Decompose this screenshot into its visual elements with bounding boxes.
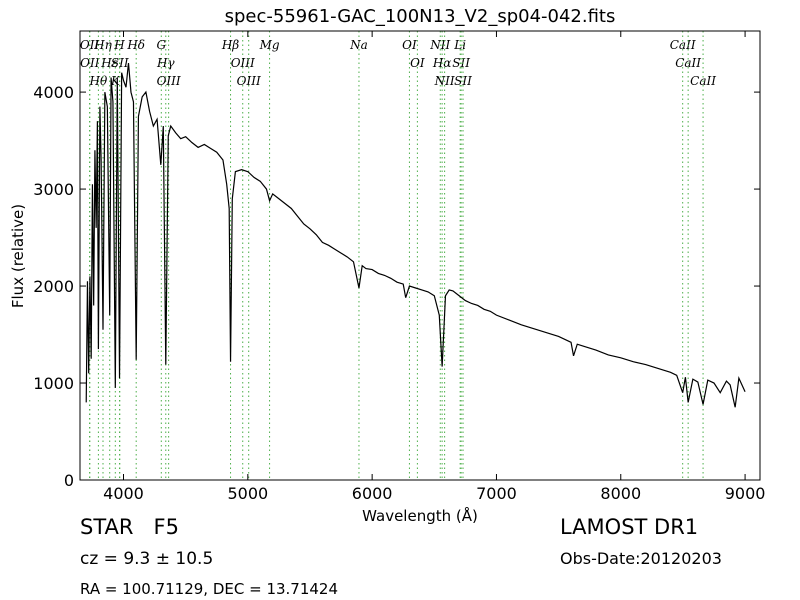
spectral-line-label: SII — [111, 56, 129, 70]
spectral-line-label: NII — [434, 74, 455, 88]
annotation: RA = 100.71129, DEC = 13.71424 — [80, 580, 338, 598]
spectral-line-label: OII — [80, 56, 100, 70]
y-tick-label: 3000 — [33, 180, 74, 199]
spectral-line-label: OI — [402, 38, 417, 52]
spectral-line-label: Hδ — [126, 38, 145, 52]
spectral-line-label: Hγ — [156, 56, 175, 70]
spectral-line-label: CaII — [675, 56, 701, 70]
x-tick-label: 7000 — [476, 484, 517, 503]
spectral-line-label: SII — [454, 74, 472, 88]
spectral-line-label: Hθ — [89, 74, 108, 88]
spectral-line-label: OIII — [157, 74, 181, 88]
chart-title: spec-55961-GAC_100N13_V2_sp04-042.fits — [225, 6, 616, 27]
spectral-line-label: SII — [452, 56, 470, 70]
annotation: LAMOST DR1 — [560, 515, 698, 539]
spectral-line-label: NII — [429, 38, 450, 52]
x-axis-label: Wavelength (Å) — [362, 506, 478, 525]
x-tick-label: 8000 — [600, 484, 641, 503]
spectral-line-label: OIII — [231, 56, 255, 70]
spectrum-line — [85, 62, 746, 408]
spectral-line-label: Hβ — [221, 38, 239, 52]
spectral-line-label: Li — [453, 38, 466, 52]
spectral-line-label: G — [157, 38, 167, 52]
y-tick-label: 4000 — [33, 83, 74, 102]
y-tick-label: 2000 — [33, 277, 74, 296]
spectral-line-label: Hα — [432, 56, 452, 70]
x-tick-label: 4000 — [103, 484, 144, 503]
y-axis-label: Flux (relative) — [9, 204, 27, 308]
x-tick-label: 9000 — [725, 484, 766, 503]
y-tick-label: 1000 — [33, 374, 74, 393]
annotation: cz = 9.3 ± 10.5 — [80, 549, 213, 569]
spectral-line-label: OI — [410, 56, 425, 70]
spectral-line-label: K — [110, 74, 121, 88]
spectral-line-label: Na — [349, 38, 368, 52]
spectral-line-label: CaII — [670, 38, 696, 52]
x-tick-label: 6000 — [352, 484, 393, 503]
plot-frame — [79, 30, 761, 481]
y-tick-label: 0 — [64, 471, 74, 490]
x-tick-label: 5000 — [227, 484, 268, 503]
spectral-line-label: OIII — [237, 74, 261, 88]
spectral-line-label: Hη — [93, 38, 112, 52]
annotation: STAR F5 — [80, 515, 179, 539]
spectral-line-label: Mg — [259, 38, 280, 52]
annotation: Obs-Date:20120203 — [560, 549, 722, 568]
spectral-line-label: CaII — [690, 74, 716, 88]
spectral-line-label: Hε — [100, 56, 118, 70]
